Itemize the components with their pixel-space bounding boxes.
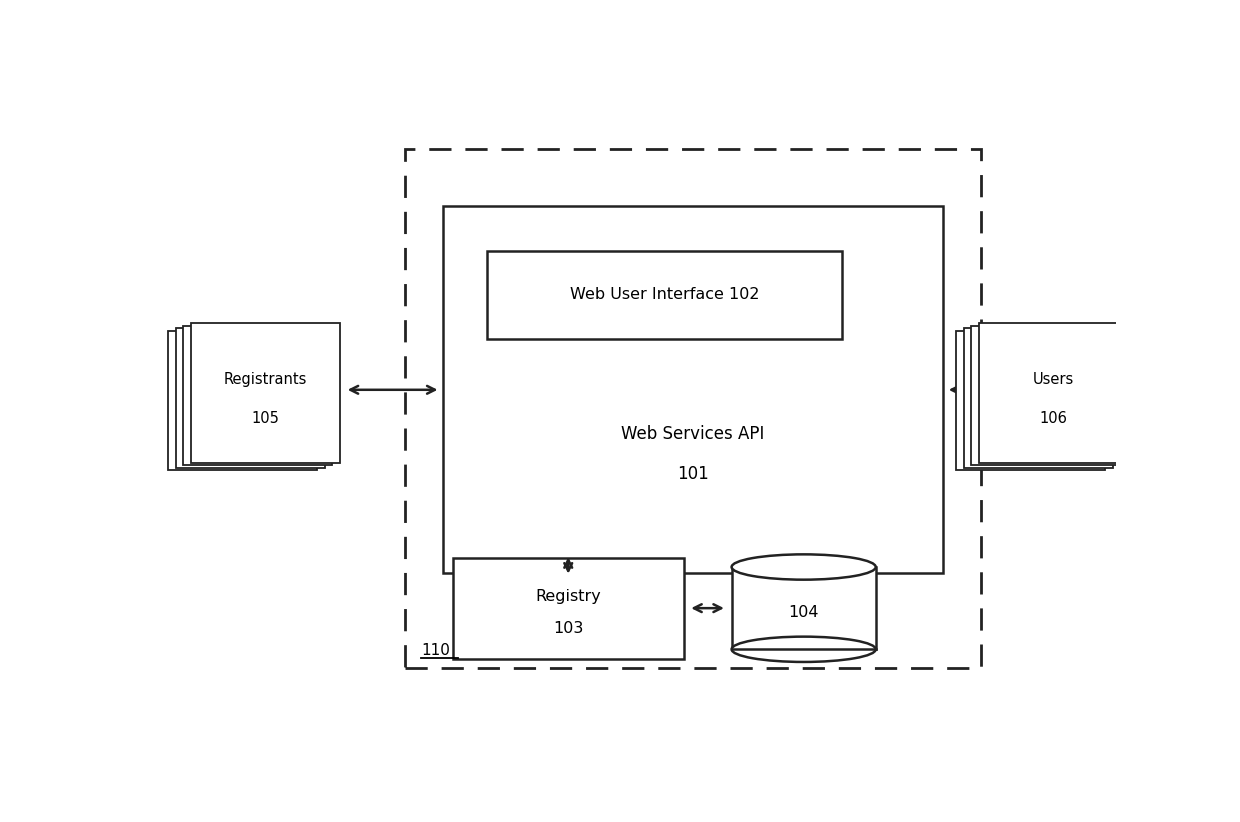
Text: 110: 110 (422, 643, 450, 658)
FancyBboxPatch shape (444, 206, 944, 574)
FancyBboxPatch shape (167, 331, 317, 470)
Text: 105: 105 (252, 410, 279, 426)
Ellipse shape (732, 636, 875, 662)
FancyBboxPatch shape (980, 323, 1128, 463)
FancyBboxPatch shape (956, 331, 1105, 470)
Text: 103: 103 (553, 621, 583, 636)
FancyBboxPatch shape (453, 557, 683, 658)
Text: Web User Interface 102: Web User Interface 102 (569, 288, 759, 302)
FancyBboxPatch shape (971, 326, 1120, 465)
FancyBboxPatch shape (191, 323, 340, 463)
Text: Users: Users (1033, 372, 1074, 386)
Text: Web Services API: Web Services API (621, 425, 765, 443)
Text: 104: 104 (789, 605, 818, 620)
Text: 101: 101 (677, 465, 709, 483)
Polygon shape (732, 567, 875, 649)
FancyBboxPatch shape (486, 251, 842, 339)
FancyBboxPatch shape (176, 329, 325, 468)
FancyBboxPatch shape (184, 326, 332, 465)
Text: Registry: Registry (536, 589, 601, 603)
Ellipse shape (732, 554, 875, 580)
Text: 106: 106 (1039, 410, 1068, 426)
FancyBboxPatch shape (963, 329, 1112, 468)
Text: Registrants: Registrants (224, 372, 308, 386)
